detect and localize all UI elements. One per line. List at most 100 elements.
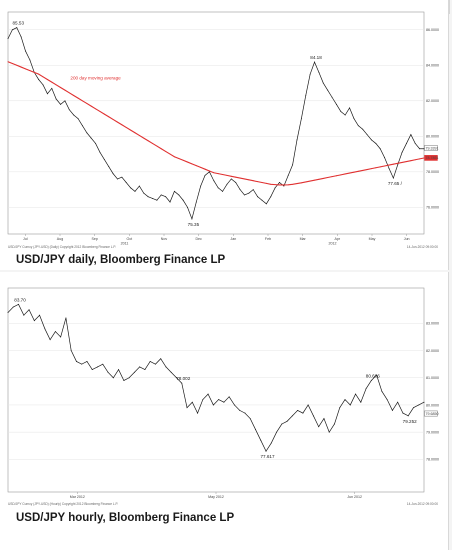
y-tick-label: 82.0000	[426, 99, 439, 103]
price-point	[328, 431, 330, 433]
price-point	[182, 199, 184, 201]
moving-average-point	[384, 165, 386, 167]
price-point	[18, 303, 19, 305]
price-point	[7, 312, 9, 313]
price-point	[255, 428, 256, 430]
price-point	[128, 377, 130, 379]
price-point	[318, 426, 320, 428]
price-point	[12, 306, 14, 308]
price-point	[55, 98, 57, 100]
price-point	[260, 439, 262, 441]
moving-average-point	[25, 68, 26, 70]
price-point	[312, 415, 314, 417]
x-tick-label: Jun	[404, 237, 410, 241]
price-point	[376, 374, 378, 376]
price-point	[222, 190, 224, 192]
price-point	[195, 201, 197, 203]
price-point	[261, 199, 263, 201]
moving-average-point	[108, 116, 110, 118]
price-point	[314, 61, 315, 63]
price-point	[39, 314, 41, 316]
price-point	[165, 366, 167, 368]
moving-average-point	[173, 156, 175, 158]
moving-average-point	[103, 113, 105, 115]
price-point	[309, 73, 311, 75]
x-year-label: 2011	[121, 242, 129, 246]
y-tick-label: 83.0000	[426, 322, 439, 326]
price-point	[23, 314, 25, 316]
price-point	[218, 399, 220, 400]
price-point	[344, 399, 346, 400]
plot-area	[7, 11, 425, 235]
moving-average-point	[344, 173, 346, 175]
price-point	[233, 404, 235, 406]
y-tick-label: 80.0000	[426, 403, 439, 407]
price-point	[407, 415, 409, 417]
moving-average-point	[182, 159, 184, 161]
moving-average-point	[279, 184, 280, 186]
moving-average-point	[213, 172, 215, 174]
x-tick-label: Oct	[127, 237, 133, 241]
moving-average-point	[152, 142, 153, 144]
moving-average-point	[235, 176, 237, 178]
moving-average-point	[46, 79, 48, 80]
price-point	[11, 29, 13, 31]
price-point	[42, 84, 44, 86]
price-point	[292, 164, 294, 166]
price-point	[244, 194, 245, 196]
price-point	[307, 404, 309, 406]
price-point	[121, 176, 123, 178]
price-point	[103, 158, 105, 160]
price-point	[81, 125, 83, 127]
price-point	[344, 114, 346, 116]
price-point	[169, 201, 171, 203]
moving-average-point	[327, 177, 329, 178]
price-point	[99, 151, 101, 153]
moving-average-point	[117, 121, 118, 123]
price-point	[187, 206, 188, 208]
x-tick-label: May	[369, 237, 376, 241]
x-tick-label: Feb	[265, 237, 271, 241]
price-point	[370, 380, 372, 381]
price-point	[160, 358, 162, 360]
price-point	[108, 166, 110, 167]
hourly-chart-panel: 83.0000 82.0000 81.0000 80.0000 79.0000 78.00…	[0, 272, 449, 550]
price-point	[339, 407, 341, 409]
moving-average-point	[375, 167, 377, 169]
price-point	[381, 390, 383, 392]
moving-average-point	[130, 129, 132, 131]
moving-average-point	[252, 180, 254, 182]
moving-average-point	[187, 161, 188, 163]
x-tick-label: Jan	[230, 237, 236, 241]
price-point	[138, 185, 140, 187]
moving-average-point	[287, 184, 289, 186]
moving-average-point	[121, 124, 123, 126]
moving-average-point	[208, 170, 210, 172]
price-point	[353, 118, 355, 120]
last-price-tag	[424, 145, 438, 151]
price-point	[423, 401, 425, 403]
price-point	[65, 317, 67, 319]
y-tick-label: 79.0000	[426, 430, 439, 434]
price-point	[360, 401, 362, 403]
moving-average-point	[16, 64, 18, 66]
moving-average-point	[73, 95, 75, 96]
moving-average-point	[414, 159, 416, 161]
footer-right-note: 14-Jun-2012 09:00:00	[407, 502, 438, 506]
price-point	[90, 137, 92, 139]
price-point	[117, 178, 118, 180]
moving-average-point	[204, 168, 206, 170]
price-point	[276, 431, 278, 433]
hourly-chart-caption: USD/JPY hourly, Bloomberg Finance LP	[16, 512, 235, 524]
price-point	[340, 111, 342, 112]
price-point	[147, 196, 149, 198]
price-point	[239, 409, 241, 411]
y-tick-label: 82.0000	[426, 349, 439, 353]
footer-right-note: 14-Jun-2012 09:00:00	[407, 245, 438, 249]
moving-average-point	[29, 70, 31, 72]
price-point	[391, 409, 393, 411]
value-label: 75.35	[188, 222, 200, 227]
price-point	[281, 423, 283, 425]
hourly-chart: 83.0000 82.0000 81.0000 80.0000 79.0000 78.00…	[7, 287, 439, 506]
price-point	[178, 194, 180, 196]
